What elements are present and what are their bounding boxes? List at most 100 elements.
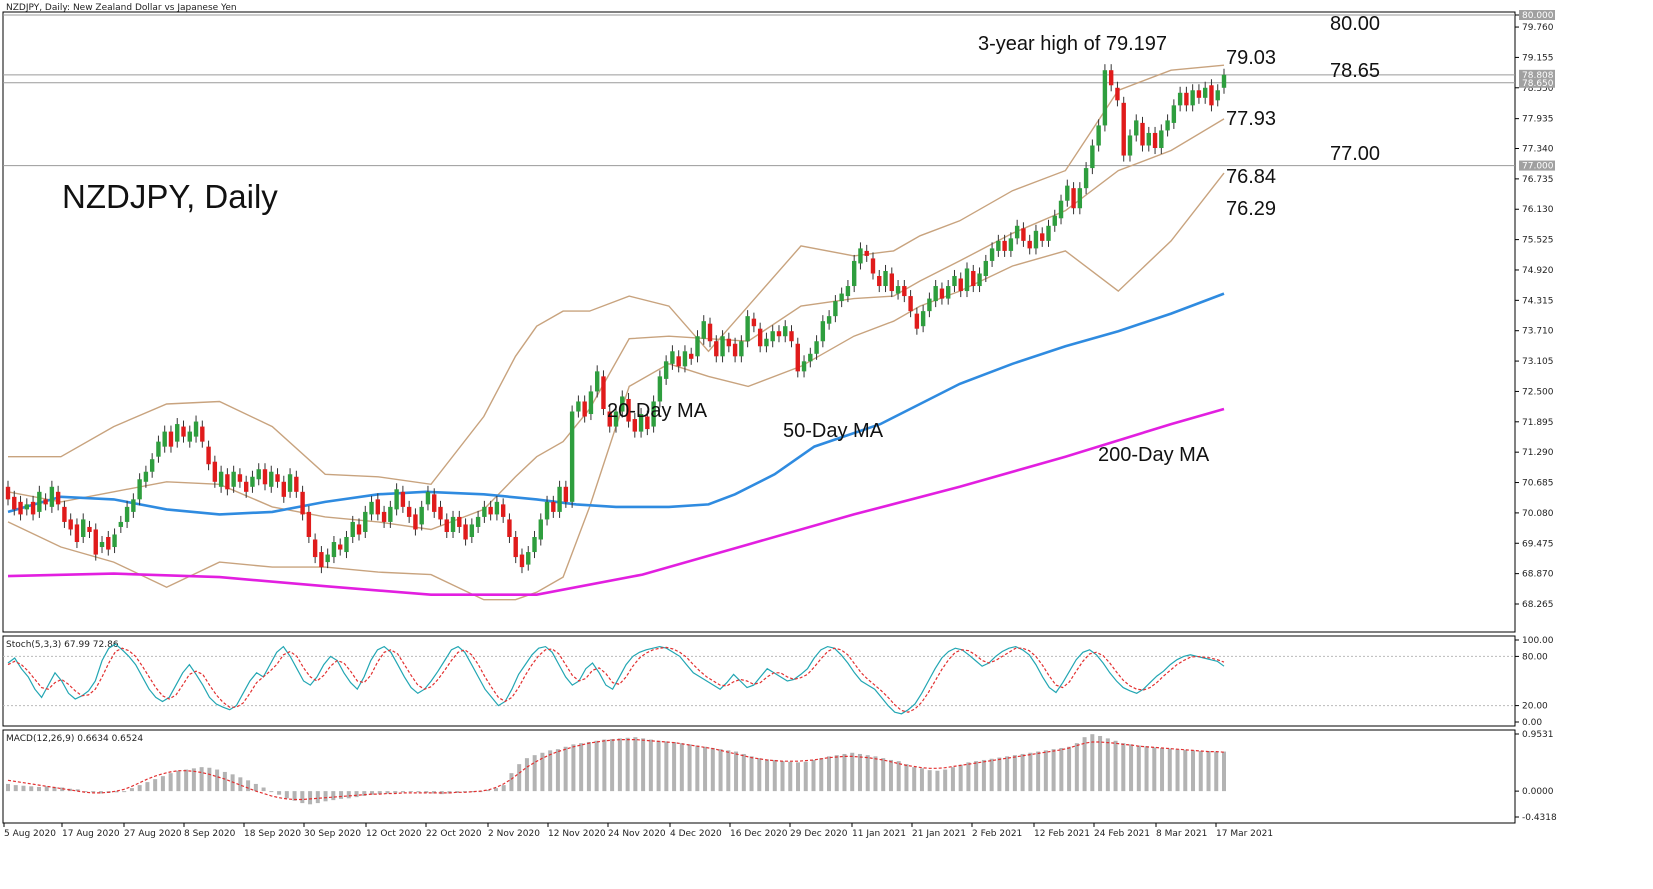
- macd-bar: [826, 756, 831, 792]
- macd-bar: [501, 785, 506, 792]
- date-tick: 8 Mar 2021: [1156, 829, 1207, 839]
- macd-bar: [292, 791, 297, 801]
- macd-bar: [749, 756, 754, 792]
- candle: [1215, 84, 1220, 107]
- candle: [626, 392, 631, 428]
- date-tick: 30 Sep 2020: [304, 829, 361, 839]
- macd-bar: [850, 752, 855, 792]
- moving-averages: [7, 292, 1225, 596]
- candle: [93, 523, 98, 561]
- candle: [181, 420, 186, 443]
- candle: [883, 264, 888, 293]
- macd-bar: [602, 739, 607, 792]
- price-tick: 74.315: [1522, 296, 1554, 306]
- price-tick: 79.760: [1522, 23, 1554, 33]
- macd-bar: [29, 786, 34, 792]
- candle: [989, 242, 995, 267]
- candle: [714, 335, 719, 363]
- candle: [701, 315, 706, 345]
- macd-axis: 0.9531 0.0000 -0.4318: [1515, 730, 1557, 823]
- macd-bar: [912, 767, 917, 792]
- annotation-3-year-high: 3-year high of 79.197: [978, 33, 1167, 55]
- macd-bar: [517, 764, 522, 792]
- macd-bar: [524, 758, 529, 792]
- candle: [1184, 86, 1189, 112]
- macd-bar: [586, 741, 591, 792]
- macd-bar: [780, 761, 785, 792]
- macd-bar: [1144, 746, 1149, 792]
- annotation-76-29: 76.29: [1226, 198, 1276, 220]
- horizontal-levels: [3, 14, 1515, 167]
- candle: [243, 475, 249, 498]
- macd-bar: [881, 758, 886, 792]
- macd-bar: [331, 791, 336, 801]
- macd-bar: [989, 758, 994, 792]
- stochastic-oscillator: [3, 643, 1515, 715]
- candle: [695, 330, 700, 363]
- price-tick: 77.935: [1522, 115, 1554, 125]
- candle: [983, 254, 989, 283]
- candle: [1021, 222, 1026, 247]
- macd-bar: [656, 740, 661, 792]
- candle: [657, 370, 663, 408]
- date-tick: 24 Nov 2020: [608, 829, 666, 839]
- candle: [1152, 126, 1158, 155]
- candle: [557, 480, 562, 518]
- macd-bar: [354, 791, 359, 798]
- candle: [18, 495, 23, 521]
- candle: [783, 320, 788, 343]
- candle: [513, 530, 518, 564]
- price-tick: 68.870: [1522, 570, 1554, 580]
- candle: [902, 280, 907, 303]
- candle: [206, 440, 211, 471]
- macd-bar: [1198, 750, 1203, 792]
- date-tick: 22 Oct 2020: [426, 829, 482, 839]
- macd-bar: [904, 764, 909, 792]
- candle: [1002, 234, 1007, 257]
- macd-bar: [555, 749, 560, 792]
- price-panel: [2, 11, 1516, 633]
- candle: [952, 269, 957, 293]
- date-tick: 24 Feb 2021: [1094, 829, 1150, 839]
- candle: [920, 305, 926, 333]
- candle: [469, 518, 475, 544]
- macd-bar: [927, 770, 932, 792]
- candle: [137, 473, 142, 506]
- macd-bar: [261, 787, 266, 792]
- candle: [933, 280, 938, 308]
- macd-bar: [687, 744, 692, 792]
- candle: [1083, 162, 1089, 195]
- macd-bar: [865, 755, 870, 792]
- macd-bar: [1005, 756, 1010, 792]
- candle: [820, 315, 826, 348]
- candle: [55, 485, 61, 511]
- candle: [895, 280, 901, 300]
- macd-bar: [1105, 738, 1110, 792]
- candle: [569, 405, 575, 508]
- annotation-77-93: 77.93: [1226, 108, 1276, 130]
- candle: [37, 485, 42, 518]
- macd-bar: [486, 789, 491, 792]
- macd-bar: [1152, 747, 1157, 792]
- candle: [563, 480, 569, 508]
- macd-bar: [540, 752, 545, 792]
- candle: [645, 410, 650, 436]
- candle: [1014, 219, 1020, 245]
- macd-bar: [21, 785, 26, 792]
- stoch-tick: 80.00: [1522, 652, 1548, 662]
- candle: [764, 332, 769, 353]
- candle: [839, 287, 844, 308]
- macd-bar: [1020, 753, 1025, 792]
- candle: [607, 405, 612, 433]
- candle: [732, 337, 738, 363]
- macd-bar: [718, 749, 723, 792]
- candle: [444, 513, 449, 538]
- candle: [620, 390, 625, 418]
- macd-bar: [842, 753, 847, 792]
- candle: [294, 470, 299, 498]
- macd-bar: [1222, 751, 1226, 792]
- candle: [250, 470, 255, 493]
- macd-bar: [52, 786, 57, 792]
- macd-bar: [207, 767, 212, 792]
